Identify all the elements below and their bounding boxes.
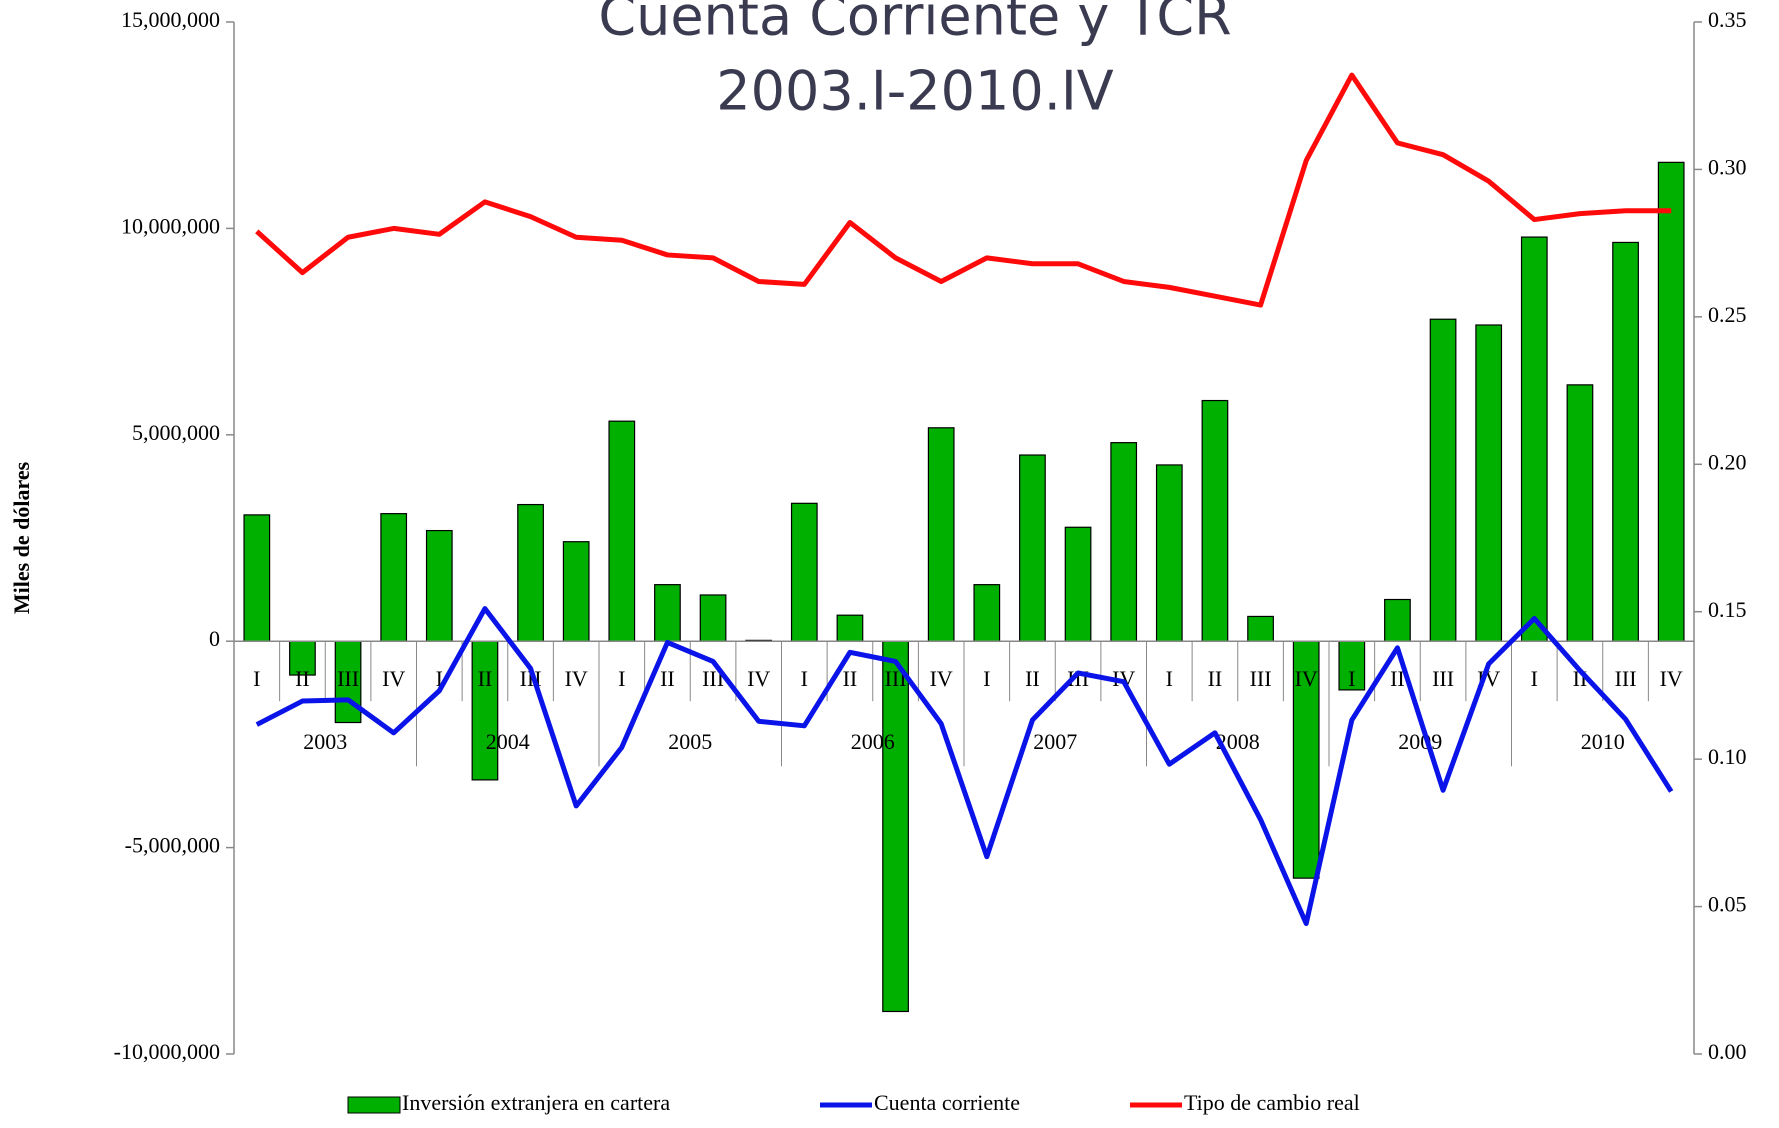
bar xyxy=(1657,161,1685,642)
x-tick-label: III xyxy=(337,666,359,691)
legend-label: Cuenta corriente xyxy=(874,1090,1020,1115)
bar xyxy=(1566,384,1594,642)
year-label: 2010 xyxy=(1581,729,1625,754)
y2-tick-label: 0.30 xyxy=(1708,154,1747,179)
bar xyxy=(1110,442,1138,642)
bar xyxy=(289,640,316,676)
bar xyxy=(1429,318,1457,642)
x-tick-label: IV xyxy=(1112,666,1135,691)
x-tick-label: IV xyxy=(1295,666,1318,691)
bar xyxy=(1155,464,1183,642)
bar xyxy=(1064,526,1092,642)
y2-tick-label: 0.05 xyxy=(1708,892,1747,917)
bar xyxy=(699,594,727,642)
x-tick-label: I xyxy=(1348,666,1355,691)
y-tick-label: 10,000,000 xyxy=(121,213,220,238)
bar xyxy=(471,640,499,781)
year-label: 2004 xyxy=(486,729,530,754)
bar xyxy=(380,513,408,642)
line xyxy=(255,606,1674,927)
x-tick-label: II xyxy=(295,666,310,691)
x-tick-label: I xyxy=(801,666,808,691)
x-tick-label: II xyxy=(660,666,675,691)
bar xyxy=(973,584,1001,642)
y-tick-label: -5,000,000 xyxy=(125,833,220,858)
year-label: 2009 xyxy=(1398,729,1442,754)
y2-tick-label: 0.20 xyxy=(1708,449,1747,474)
y2-tick-label: 0.35 xyxy=(1708,7,1747,32)
bar xyxy=(1019,454,1046,642)
x-tick-label: III xyxy=(1432,666,1454,691)
y-tick-label: 0 xyxy=(209,626,220,651)
bar xyxy=(927,427,955,642)
x-tick-label: I xyxy=(983,666,990,691)
x-tick-label: I xyxy=(1531,666,1538,691)
x-tick-label: IV xyxy=(747,666,770,691)
bar xyxy=(1520,236,1548,642)
y-tick-label: -10,000,000 xyxy=(114,1039,220,1064)
bar xyxy=(1247,615,1274,642)
line xyxy=(255,72,1672,308)
x-tick-label: I xyxy=(618,666,625,691)
bar xyxy=(790,502,818,642)
bar xyxy=(836,614,864,642)
bar xyxy=(562,541,590,642)
bar xyxy=(882,640,909,1013)
year-label: 2005 xyxy=(668,729,712,754)
bar xyxy=(1612,241,1639,642)
y-tick-label: 15,000,000 xyxy=(121,7,220,32)
x-tick-label: III xyxy=(1250,666,1272,691)
bar xyxy=(517,503,544,642)
x-tick-label: IV xyxy=(382,666,405,691)
x-tick-label: II xyxy=(843,666,858,691)
chart-title: Cuenta Corriente y TCR xyxy=(598,0,1231,48)
legend-label: Inversión extranjera en cartera xyxy=(402,1090,670,1115)
bar xyxy=(1338,640,1366,691)
bar xyxy=(425,529,453,642)
y2-tick-label: 0.25 xyxy=(1708,302,1747,327)
x-tick-label: I xyxy=(436,666,443,691)
x-tick-label: IV xyxy=(1660,666,1683,691)
y2-tick-label: 0.15 xyxy=(1708,597,1747,622)
bar xyxy=(1201,399,1229,642)
legend-swatch xyxy=(347,1096,401,1114)
year-label: 2003 xyxy=(303,729,347,754)
legend-label: Tipo de cambio real xyxy=(1184,1090,1360,1115)
x-tick-label: II xyxy=(478,666,493,691)
y-axis-title: Miles de dólares xyxy=(9,461,34,614)
bar xyxy=(1384,598,1411,642)
bar xyxy=(608,420,636,642)
x-tick-label: I xyxy=(253,666,260,691)
x-tick-label: II xyxy=(1025,666,1040,691)
year-label: 2007 xyxy=(1033,729,1077,754)
y-tick-label: 5,000,000 xyxy=(132,420,220,445)
bar xyxy=(243,514,271,642)
x-tick-label: II xyxy=(1208,666,1223,691)
bar xyxy=(654,584,681,642)
year-label: 2006 xyxy=(851,729,895,754)
bar xyxy=(1475,324,1503,642)
x-tick-label: III xyxy=(1615,666,1637,691)
y2-tick-label: 0.00 xyxy=(1708,1039,1747,1064)
chart-subtitle: 2003.I-2010.IV xyxy=(716,60,1114,123)
x-tick-label: IV xyxy=(565,666,588,691)
y2-tick-label: 0.10 xyxy=(1708,744,1747,769)
x-tick-label: I xyxy=(1166,666,1173,691)
x-tick-label: IV xyxy=(930,666,953,691)
x-tick-label: II xyxy=(1390,666,1405,691)
